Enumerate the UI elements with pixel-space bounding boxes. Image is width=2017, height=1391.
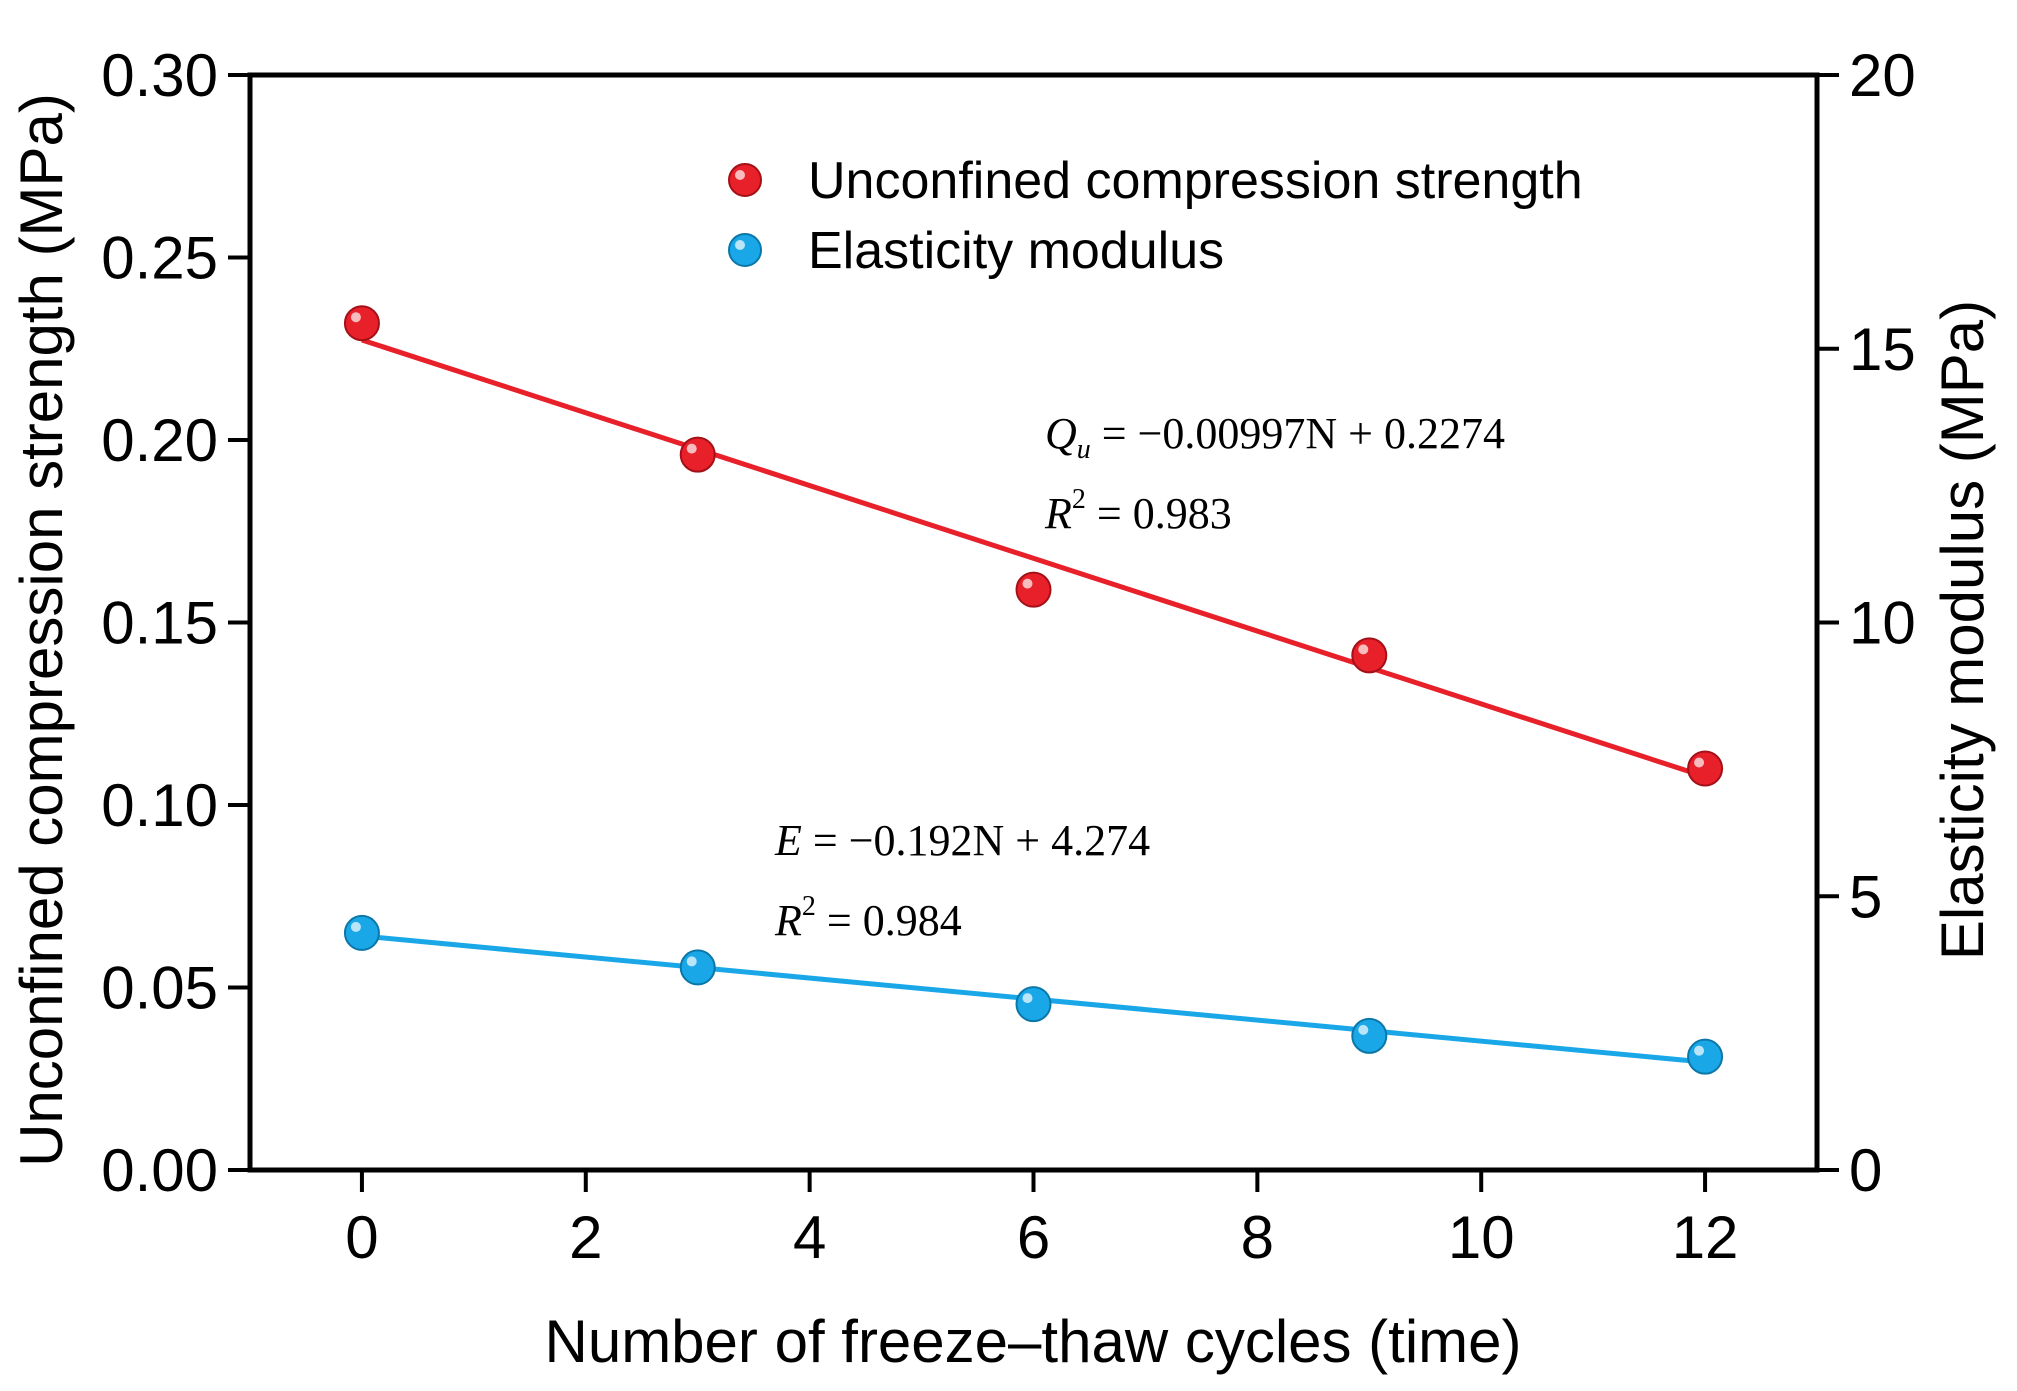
legend-marker-strength <box>728 163 762 197</box>
point-strength <box>1687 750 1724 787</box>
svg-text:Qu = −0.00997N + 0.2274: Qu = −0.00997N + 0.2274 <box>1045 409 1505 465</box>
point-highlight <box>1022 993 1033 1004</box>
x-tick-label: 4 <box>793 1204 826 1271</box>
eq-strength-rhs: = −0.00997N + 0.2274 <box>1091 409 1505 458</box>
right-y-axis-ticks: 0 5 10 15 20 <box>1817 42 1916 1204</box>
x-axis-ticks: 0 2 4 6 8 10 12 <box>345 1170 1738 1271</box>
eq-modulus-rhs: = −0.192N + 4.274 <box>802 816 1150 865</box>
point-highlight <box>1022 578 1033 589</box>
left-y-tick-label: 0.25 <box>101 225 218 292</box>
right-y-tick-label: 0 <box>1849 1137 1882 1204</box>
point-modulus <box>1351 1017 1388 1054</box>
eq-modulus-r2-sup: 2 <box>802 891 816 922</box>
point-highlight <box>1358 1024 1369 1035</box>
x-tick-label: 10 <box>1448 1204 1515 1271</box>
point-modulus <box>679 949 716 986</box>
data-points <box>343 305 1724 1075</box>
right-y-tick-label: 20 <box>1849 42 1916 109</box>
legend-label-modulus: Elasticity modulus <box>808 222 1224 280</box>
point-highlight <box>686 956 697 967</box>
eq-strength-sub: u <box>1077 434 1091 465</box>
x-tick-label: 2 <box>569 1204 602 1271</box>
point-strength <box>1015 571 1052 608</box>
point-highlight <box>1694 1045 1705 1056</box>
point-strength <box>343 305 380 342</box>
svg-text:R2 = 0.984: R2 = 0.984 <box>774 891 962 945</box>
left-y-axis-title: Unconfined compression strength (MPa) <box>8 93 75 1167</box>
left-y-tick-label: 0.00 <box>101 1137 218 1204</box>
eq-strength-r2-value: = 0.983 <box>1086 489 1232 538</box>
x-tick-label: 0 <box>345 1204 378 1271</box>
x-tick-label: 8 <box>1241 1204 1274 1271</box>
right-y-tick-label: 15 <box>1849 316 1916 383</box>
point-highlight <box>1358 644 1369 655</box>
right-y-tick-label: 5 <box>1849 863 1882 930</box>
svg-text:R2 = 0.983: R2 = 0.983 <box>1044 484 1232 538</box>
point-strength <box>1351 637 1388 674</box>
point-modulus <box>1015 986 1052 1023</box>
svg-text:E = −0.192N + 4.274: E = −0.192N + 4.274 <box>774 816 1150 865</box>
eq-strength-lhs: Q <box>1045 409 1077 458</box>
point-highlight <box>350 312 361 323</box>
left-y-tick-label: 0.20 <box>101 407 218 474</box>
eq-strength-r2-label: R <box>1044 489 1072 538</box>
point-modulus <box>1687 1038 1724 1075</box>
left-y-tick-label: 0.10 <box>101 772 218 839</box>
eq-modulus-r2-label: R <box>774 896 802 945</box>
legend-label-strength: Unconfined compression strength <box>808 152 1583 210</box>
point-modulus <box>343 914 380 951</box>
eq-modulus-lhs: E <box>774 816 802 865</box>
fit-line-strength <box>361 337 1706 780</box>
eq-modulus-r2-value: = 0.984 <box>816 896 962 945</box>
right-y-axis-title: Elasticity modulus (MPa) <box>1929 300 1996 960</box>
point-highlight <box>350 921 361 932</box>
point-highlight <box>1694 757 1705 768</box>
legend: Unconfined compression strength Elastici… <box>728 152 1583 280</box>
equation-modulus: E = −0.192N + 4.274 R2 = 0.984 <box>774 816 1150 945</box>
point-highlight <box>686 443 697 454</box>
x-tick-label: 12 <box>1672 1204 1739 1271</box>
eq-strength-r2-sup: 2 <box>1072 484 1086 515</box>
point-strength <box>679 436 716 473</box>
left-y-tick-label: 0.15 <box>101 590 218 657</box>
equation-strength: Qu = −0.00997N + 0.2274 R2 = 0.983 <box>1044 409 1505 538</box>
legend-marker-modulus <box>728 233 762 267</box>
left-y-axis-ticks: 0.00 0.05 0.10 0.15 0.20 0.25 0.30 <box>101 42 250 1204</box>
x-axis-title: Number of freeze–thaw cycles (time) <box>545 1308 1522 1375</box>
left-y-tick-label: 0.30 <box>101 42 218 109</box>
left-y-tick-label: 0.05 <box>101 955 218 1022</box>
right-y-tick-label: 10 <box>1849 590 1916 657</box>
x-tick-label: 6 <box>1017 1204 1050 1271</box>
